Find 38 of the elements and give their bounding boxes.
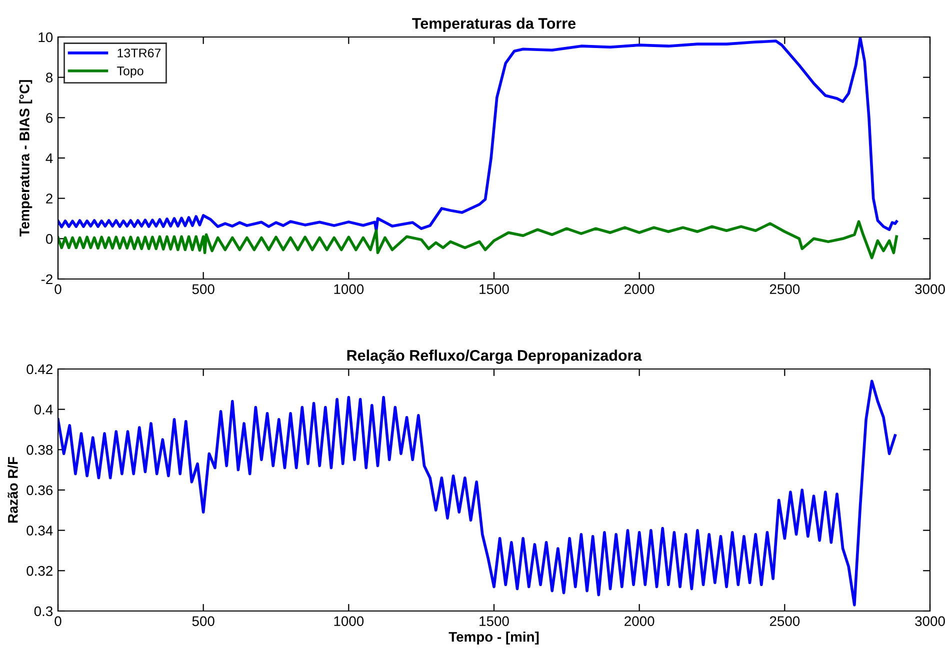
x-tick-label: 0 <box>54 616 62 626</box>
y-tick-label: 0.38 <box>26 445 53 455</box>
y-axis-title: Temperatura - BIAS [°C] <box>19 80 32 237</box>
x-tick-label: 2000 <box>624 616 654 626</box>
x-tick-label: 1000 <box>334 284 364 294</box>
chart-title: Relação Refluxo/Carga Depropanizadora <box>347 350 642 364</box>
y-tick-label: 0.32 <box>26 566 52 576</box>
x-tick-label: 2000 <box>624 284 654 294</box>
x-tick-label: 2500 <box>770 284 800 294</box>
line-series <box>58 220 898 260</box>
x-tick-label: 2500 <box>770 616 800 626</box>
x-tick-label: 500 <box>192 284 214 294</box>
y-tick-label: 0.34 <box>26 526 53 536</box>
x-tick-label: 1500 <box>480 616 509 626</box>
y-tick-label: 0.3 <box>34 606 53 616</box>
x-tick-label: 1500 <box>480 284 509 294</box>
y-tick-label: 4 <box>46 153 53 164</box>
y-tick-label: 6 <box>46 113 53 123</box>
x-tick-label: 1000 <box>334 616 364 626</box>
x-tick-label: 3000 <box>915 284 945 294</box>
x-tick-label: 3000 <box>915 616 945 626</box>
y-tick-label: 0.42 <box>26 364 52 374</box>
legend-label: 13TR67 <box>118 48 161 58</box>
line-series <box>58 37 898 232</box>
y-tick-label: 0.4 <box>34 404 53 415</box>
line-series <box>58 380 897 606</box>
y-tick-label: 8 <box>46 72 53 83</box>
y-tick-label: 0 <box>46 234 53 244</box>
y-tick-label: 0.36 <box>26 485 53 496</box>
x-tick-label: 500 <box>192 616 214 626</box>
y-tick-label: -2 <box>41 274 52 284</box>
y-tick-label: 10 <box>38 32 53 42</box>
chart-title: Temperaturas da Torre <box>412 18 576 32</box>
y-axis-title: Razão R/F <box>8 456 18 523</box>
x-tick-label: 0 <box>54 284 62 294</box>
y-tick-label: 2 <box>46 194 52 204</box>
legend-label: Topo <box>117 66 144 78</box>
x-axis-title: Tempo - [min] <box>448 632 539 645</box>
